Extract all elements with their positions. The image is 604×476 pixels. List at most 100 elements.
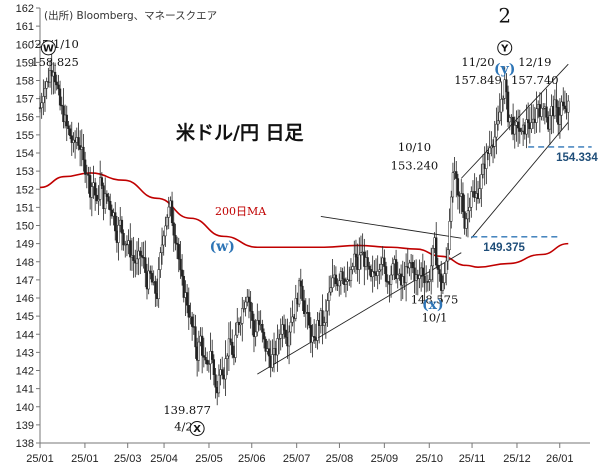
- candle-body: [383, 257, 386, 267]
- y-tick-label: 157: [16, 94, 34, 106]
- y-tick-label: 149: [16, 239, 34, 251]
- candle-body: [316, 320, 319, 341]
- candle-body: [256, 320, 259, 333]
- support-levels: 149.375 154.334: [471, 146, 598, 254]
- candle-body: [77, 137, 80, 146]
- candle-body: [294, 298, 297, 319]
- candle-body: [331, 277, 334, 288]
- candle-body: [57, 84, 60, 90]
- candle-body: [202, 355, 205, 358]
- wave-circle-icon: [189, 421, 205, 436]
- candle-body: [368, 265, 371, 270]
- price-date-annotation: 10/10: [398, 140, 431, 154]
- candle-body: [468, 206, 471, 212]
- candle-body: [204, 357, 207, 361]
- wave-label-circled: Y: [500, 43, 509, 54]
- x-tick-label: 25/03: [114, 453, 142, 465]
- candle-body: [187, 305, 190, 318]
- candle-body: [411, 262, 414, 269]
- candle-body: [418, 275, 421, 279]
- candle-body: [267, 348, 271, 357]
- candle-body: [82, 146, 85, 161]
- candle-body: [518, 127, 521, 132]
- y-tick-label: 138: [16, 438, 34, 450]
- candle-body: [301, 285, 304, 301]
- ma-label: 200日MA: [215, 205, 267, 218]
- candle-body: [495, 123, 498, 138]
- candle-body: [451, 172, 455, 198]
- candle-body: [508, 117, 511, 123]
- candle-body: [175, 242, 179, 245]
- support-level-label: 154.334: [556, 152, 598, 164]
- x-tick-label: 25/05: [195, 453, 223, 465]
- y-tick-label: 143: [16, 347, 34, 359]
- candle-body: [438, 269, 441, 275]
- candle-body: [284, 329, 287, 338]
- x-tick-label: 25/08: [326, 453, 354, 465]
- candle-body: [366, 257, 369, 267]
- candle-body: [545, 106, 548, 118]
- x-tick-label: 25/12: [503, 453, 531, 465]
- candle-body: [70, 135, 73, 143]
- y-tick-label: 160: [16, 39, 34, 51]
- candle-body: [257, 320, 261, 325]
- candle-body: [194, 326, 197, 348]
- candle-body: [428, 279, 431, 282]
- annotations: '25/1/10158.825139.8774/22148.57510/110/…: [31, 4, 559, 436]
- candle-body: [83, 159, 87, 175]
- candle-body: [470, 191, 473, 208]
- candle-body: [513, 124, 516, 135]
- candle-body: [562, 101, 565, 107]
- candle-body: [334, 274, 338, 285]
- candle-body: [207, 363, 210, 365]
- trendline: [320, 215, 462, 239]
- candle-body: [329, 287, 333, 293]
- candle-body: [87, 173, 90, 176]
- candle-body: [311, 336, 314, 343]
- candle-body: [558, 114, 562, 125]
- y-tick-labels: 138 139 140 141 142 143 144 145 146 147 148 149 150 1…: [16, 3, 40, 450]
- candle-body: [376, 271, 379, 276]
- candle-body: [214, 374, 217, 388]
- candle-body: [97, 199, 100, 202]
- x-tick-labels: 25/01 25/01 25/03 25/04 25/05 25/06 25/07 25/08…: [26, 443, 574, 465]
- candle-body: [540, 108, 543, 117]
- candle-body: [455, 171, 458, 179]
- candle-body: [466, 210, 470, 220]
- y-tick-label: 144: [16, 329, 34, 341]
- y-tick-label: 146: [16, 293, 34, 305]
- candle-body: [526, 119, 530, 124]
- candle-body: [157, 269, 160, 299]
- candle-body: [358, 254, 361, 270]
- candle-body: [55, 81, 58, 86]
- candle-body: [498, 111, 501, 122]
- candle-body: [94, 182, 97, 196]
- candle-body: [105, 193, 109, 197]
- candle-body: [236, 321, 239, 336]
- wave-label-blue: (w): [210, 239, 235, 255]
- candle-body: [179, 258, 182, 271]
- y-tick-label: 147: [16, 275, 34, 287]
- candle-body: [167, 206, 170, 218]
- candle-body: [548, 115, 552, 130]
- price-date-annotation: 153.240: [391, 158, 439, 172]
- y-tick-label: 140: [16, 402, 34, 414]
- candle-body: [154, 281, 157, 294]
- candle-body: [239, 323, 242, 326]
- candle-body: [261, 323, 264, 333]
- candle-body: [109, 200, 112, 211]
- candle-body: [481, 163, 485, 175]
- candle-body: [349, 269, 353, 282]
- candle-body: [150, 273, 154, 283]
- candle-body: [307, 312, 311, 326]
- candle-body: [226, 355, 229, 359]
- candle-body: [262, 332, 266, 340]
- candle-body: [164, 225, 167, 237]
- candle-body: [431, 248, 435, 267]
- candle-body: [254, 331, 257, 337]
- support-level-label: 149.375: [483, 242, 525, 254]
- candle-body: [354, 253, 358, 258]
- candle-body: [287, 331, 291, 347]
- candle-body: [448, 221, 451, 251]
- candle-body: [496, 120, 500, 125]
